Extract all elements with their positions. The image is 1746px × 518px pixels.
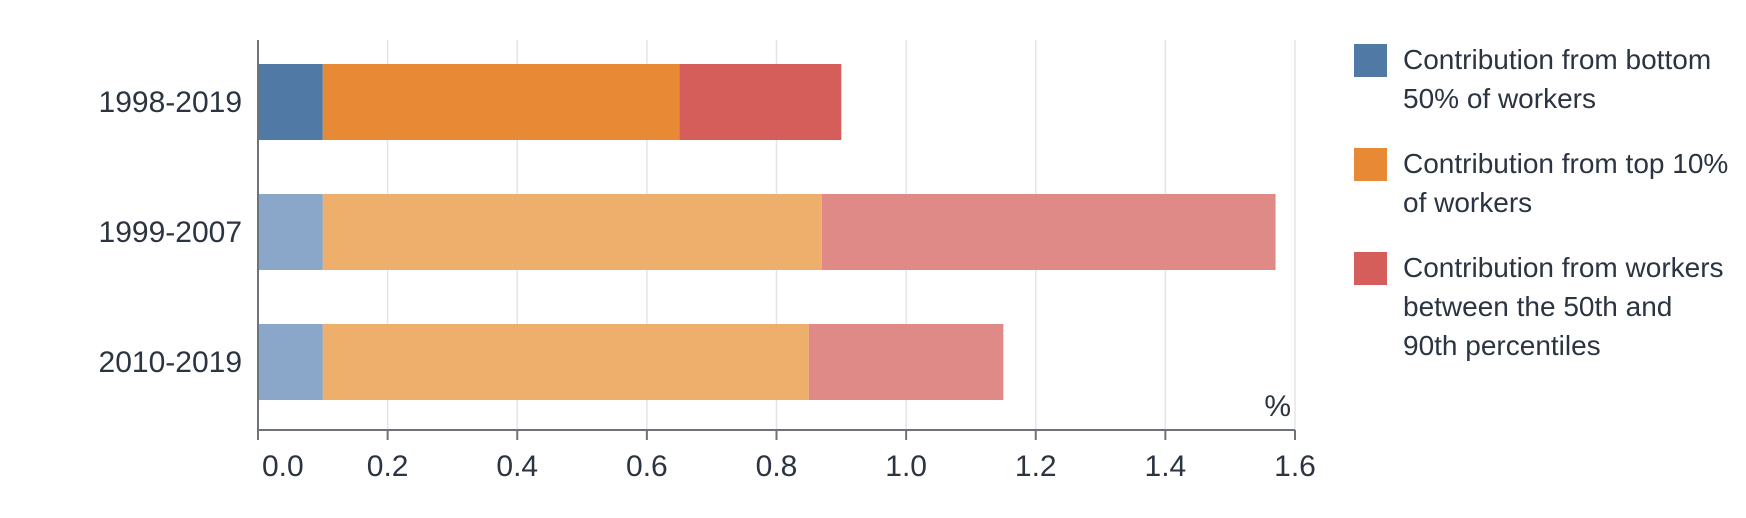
bar-chart: 1998-2019 1999-2007 2010-2019 0.0 0.2 0.4 0.6 0… (99, 40, 1316, 483)
bar-segment (322, 194, 822, 270)
bar-segment (258, 64, 323, 140)
category-label: 1998-2019 (99, 86, 242, 119)
legend-label: Contribution from top 10% of workers (1403, 148, 1729, 218)
legend-swatch (1354, 252, 1387, 285)
bar-segment (258, 194, 323, 270)
x-tick-label: 0.4 (496, 450, 538, 483)
x-tick-label: 1.2 (1015, 450, 1057, 483)
unit-label: % (1264, 390, 1291, 423)
x-tick-label: 1.4 (1145, 450, 1187, 483)
x-tick-label: 0.2 (367, 450, 409, 483)
legend-label: Contribution from workers between the 50… (1403, 252, 1724, 361)
legend-item: Contribution from workers between the 50… (1354, 248, 1734, 365)
x-tick-label: 0.8 (756, 450, 798, 483)
bar-segment (322, 324, 809, 400)
x-tick-label: 0.0 (262, 450, 304, 483)
legend-label: Contribution from bottom 50% of workers (1403, 44, 1712, 114)
bar-segment (679, 64, 842, 140)
chart-area: 1998-2019 1999-2007 2010-2019 0.0 0.2 0.4 0.6 0… (99, 40, 1316, 483)
bar-segment (808, 324, 1004, 400)
x-tick-label: 0.6 (626, 450, 668, 483)
legend-item: Contribution from bottom 50% of workers (1354, 40, 1734, 118)
legend-swatch (1354, 148, 1387, 181)
x-tick-label: 1.6 (1274, 450, 1316, 483)
bar-segment (322, 64, 680, 140)
bar-segment (258, 324, 323, 400)
legend-item: Contribution from top 10% of workers (1354, 144, 1734, 222)
bar-segment (821, 194, 1276, 270)
category-label: 1999-2007 (99, 216, 242, 249)
x-tick-label: 1.0 (885, 450, 927, 483)
category-label: 2010-2019 (99, 346, 242, 379)
legend-swatch (1354, 44, 1387, 77)
legend: Contribution from bottom 50% of workers C… (1354, 40, 1734, 391)
